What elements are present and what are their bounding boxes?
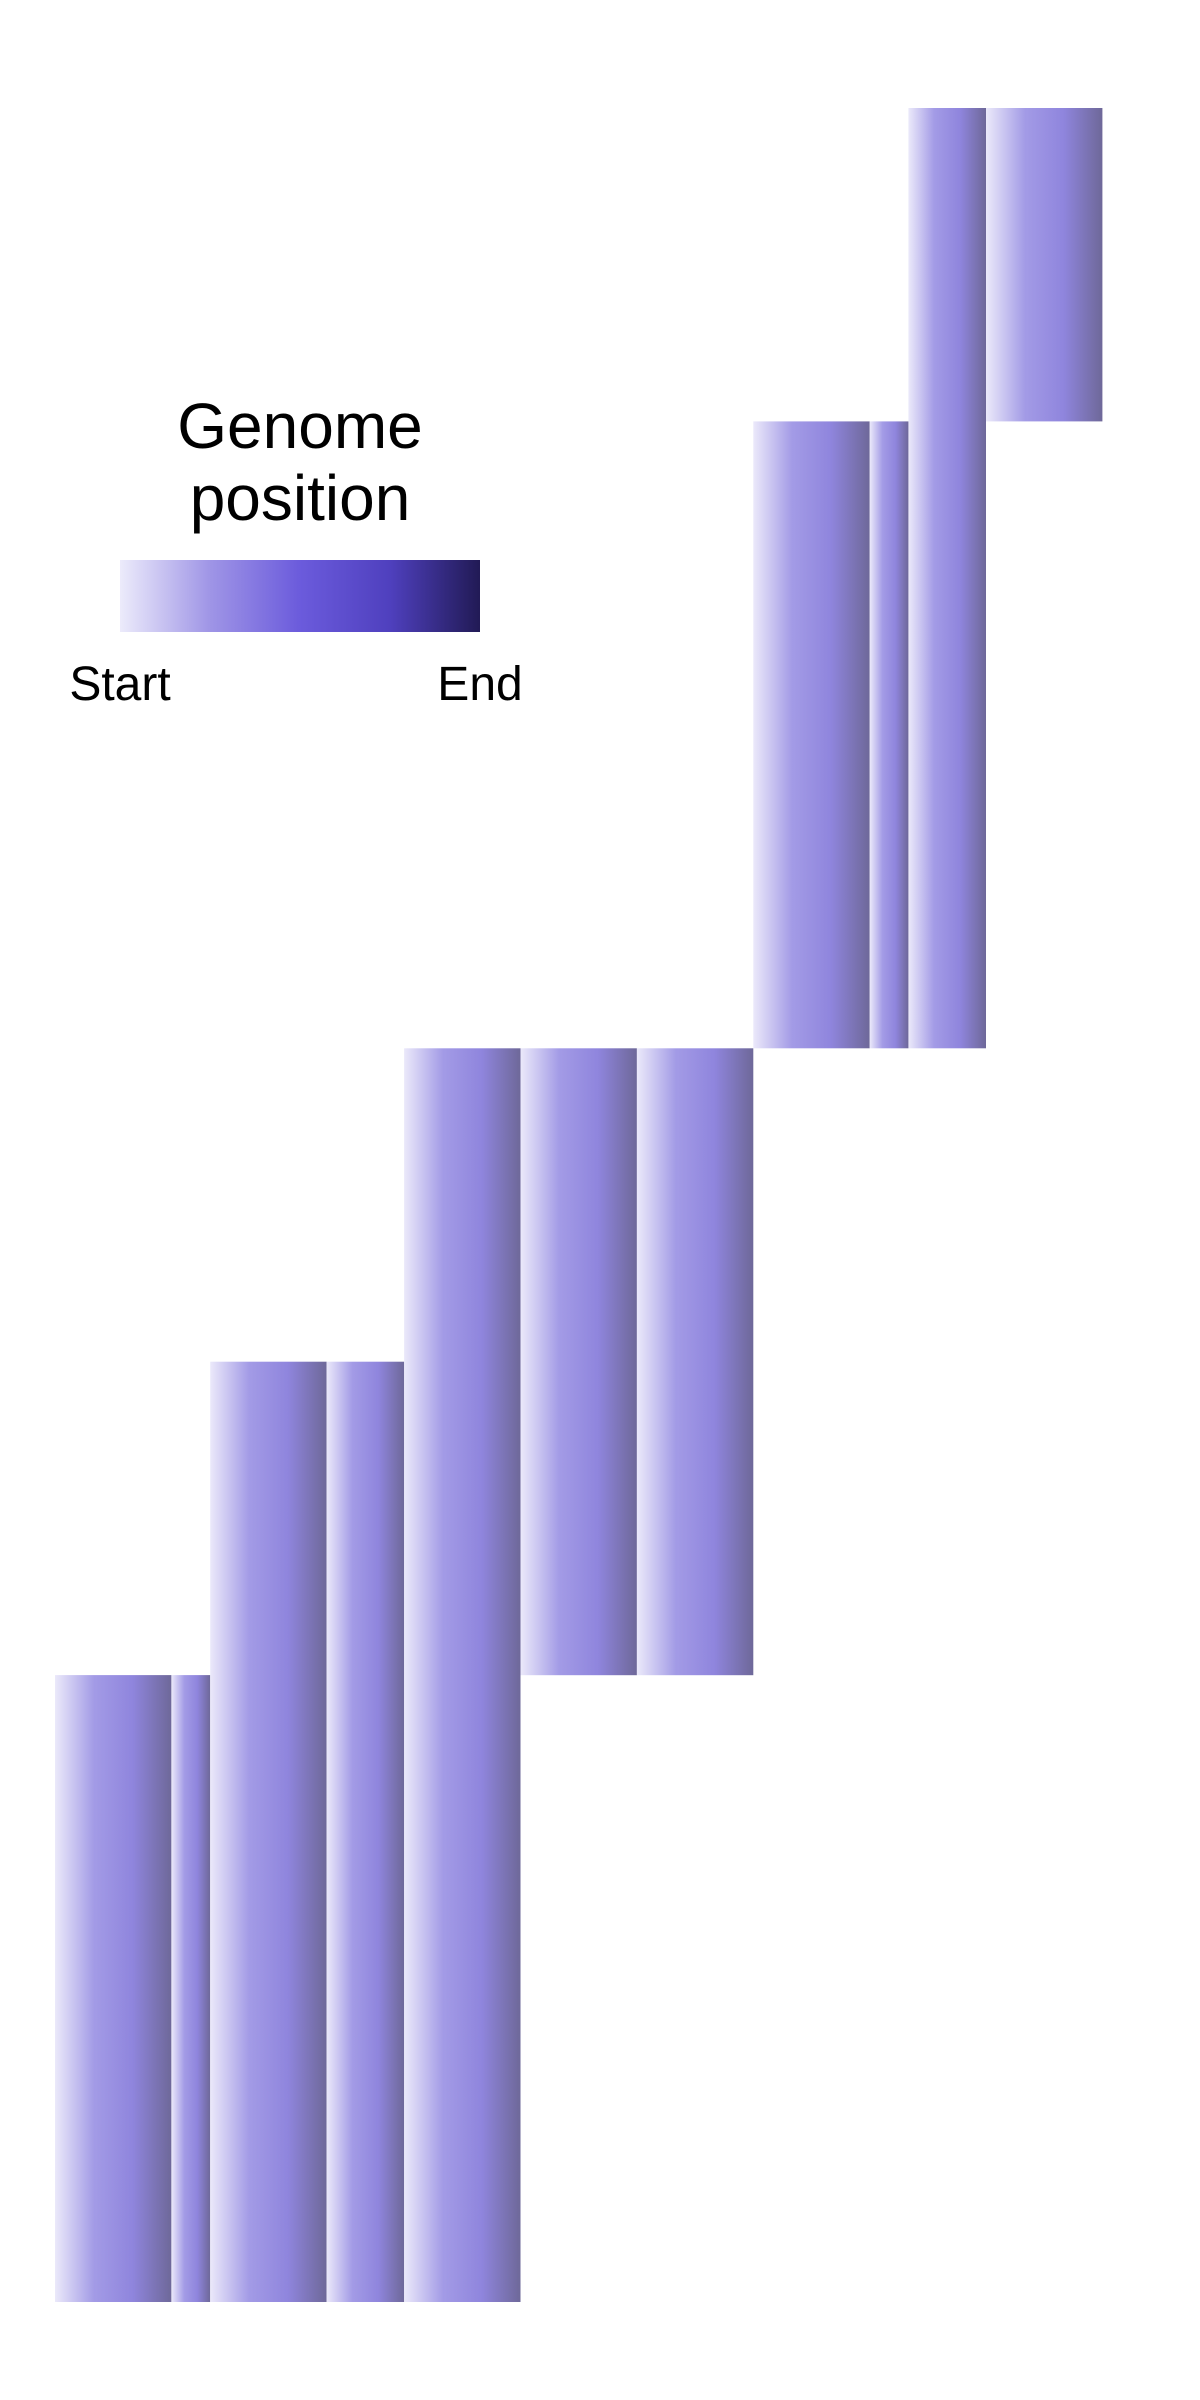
- bar-8: [753, 421, 870, 1049]
- legend-title-line-2: position: [190, 462, 411, 534]
- bar-7: [636, 1048, 754, 1676]
- bars-layer: [55, 108, 1103, 2302]
- legend-start-label: Start: [69, 658, 170, 711]
- legend: Genome position Start End: [69, 390, 522, 711]
- legend-end-label: End: [437, 658, 522, 711]
- bar-10: [908, 108, 986, 1049]
- legend-gradient-bar: [120, 560, 480, 632]
- bar-11: [986, 108, 1103, 422]
- bar-4: [326, 1361, 405, 2302]
- bar-3: [210, 1361, 327, 2302]
- bar-1: [55, 1675, 172, 2302]
- bar-2: [171, 1675, 211, 2302]
- bar-9: [869, 421, 909, 1049]
- legend-title-line-1: Genome: [177, 390, 422, 462]
- bar-6: [520, 1048, 637, 1676]
- bar-5: [404, 1048, 521, 2302]
